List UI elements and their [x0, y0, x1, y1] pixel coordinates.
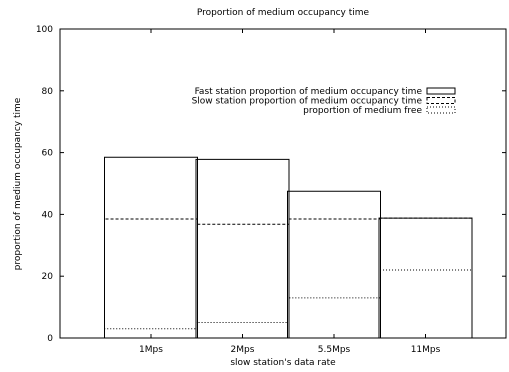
- y-axis: 0 20 40 60 80 100: [36, 25, 506, 344]
- bars: [104, 156, 473, 338]
- legend: Fast station proportion of medium occupa…: [192, 87, 456, 116]
- legend-label: Fast station proportion of medium occupa…: [195, 87, 423, 97]
- bar-dotted: [287, 297, 381, 338]
- legend-label: Slow station proportion of medium occupa…: [192, 97, 423, 107]
- plot-frame: [59, 28, 507, 339]
- x-tick-label: 11Mps: [411, 345, 441, 355]
- y-tick-label: 80: [42, 87, 54, 97]
- y-tick-label: 20: [42, 272, 54, 282]
- chart-title: Proportion of medium occupancy time: [197, 8, 370, 18]
- y-tick-label: 60: [42, 149, 54, 159]
- bar-solid: [378, 217, 473, 338]
- bar-dashed: [287, 218, 381, 338]
- x-tick-label: 5.5Mps: [318, 345, 351, 355]
- y-tick-label: 100: [36, 25, 53, 35]
- bar-dashed: [104, 218, 198, 338]
- legend-swatch-dotted: [426, 106, 456, 114]
- legend-swatch-dashed: [426, 97, 456, 104]
- y-tick-label: 40: [42, 210, 54, 220]
- x-tick-label: 2Mps: [231, 345, 255, 355]
- y-axis-label: proportion of medium occupancy time: [13, 97, 23, 270]
- bar-dashed: [378, 217, 473, 338]
- bar-dashed: [195, 223, 290, 338]
- x-axis: 1Mps 2Mps 5.5Mps 11Mps: [139, 29, 441, 355]
- x-axis-label: slow station's data rate: [230, 358, 336, 368]
- y-tick-label: 0: [47, 334, 53, 344]
- bar-solid: [287, 190, 381, 338]
- bar-dotted: [378, 269, 473, 338]
- legend-swatch-solid: [426, 87, 456, 95]
- bar-solid: [104, 156, 198, 338]
- x-tick-label: 1Mps: [139, 345, 163, 355]
- legend-label: proportion of medium free: [303, 106, 422, 116]
- bar-solid: [195, 158, 290, 338]
